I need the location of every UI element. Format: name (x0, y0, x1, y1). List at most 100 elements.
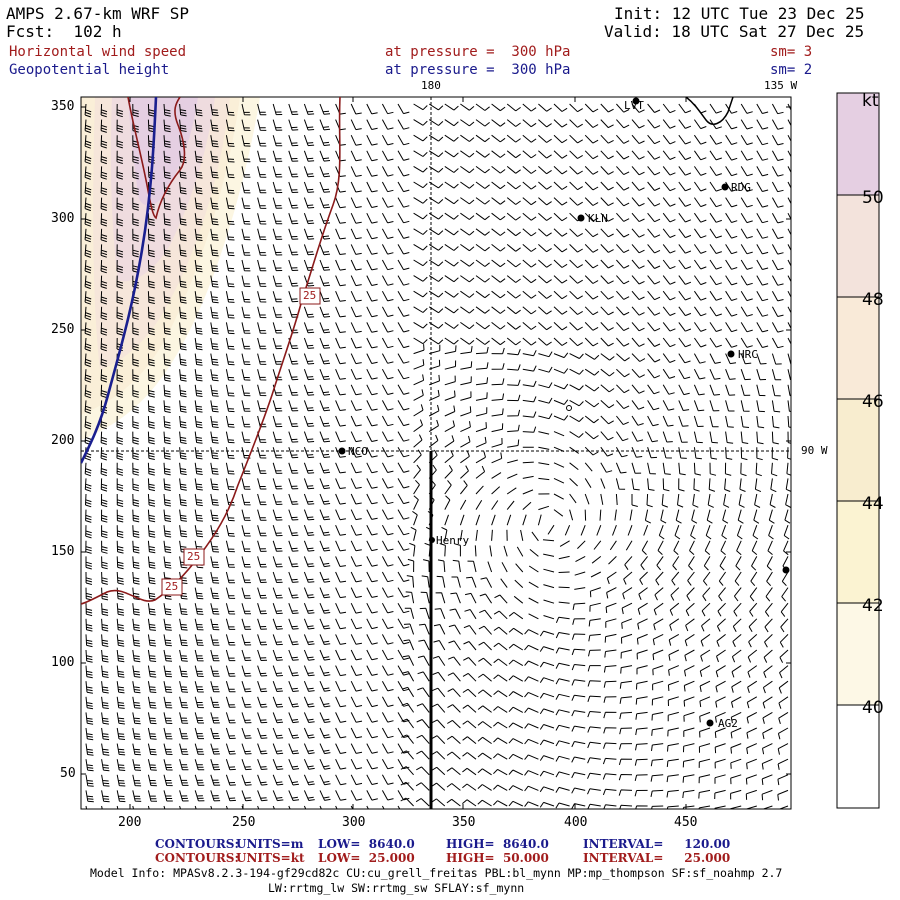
wind-barb (225, 774, 236, 786)
wind-barb (725, 415, 734, 428)
wind-barb (778, 805, 789, 809)
wind-barb (725, 353, 737, 365)
wind-barb (709, 384, 720, 396)
wind-barb (194, 493, 203, 507)
wind-barb (571, 741, 586, 748)
wind-barb (506, 259, 521, 268)
wind-barb (257, 478, 267, 490)
wind-barb (350, 805, 354, 809)
wind-barb (397, 540, 410, 551)
wind-barb (179, 462, 187, 476)
wind-barb (524, 785, 539, 792)
wind-barb (463, 657, 477, 666)
wind-barb (210, 603, 220, 615)
wind-barb (194, 681, 204, 693)
wind-barb (241, 665, 252, 677)
wind-barb (740, 322, 753, 333)
wind-barb (629, 509, 633, 521)
wind-barb (257, 634, 268, 646)
wind-barb (210, 197, 219, 210)
wind-barb (210, 337, 219, 350)
wind-barb (366, 337, 378, 349)
wind-barb (756, 228, 769, 239)
wind-barb (163, 181, 171, 195)
wind-barb (432, 655, 446, 666)
wind-barb (725, 150, 738, 161)
wind-barb (678, 337, 692, 348)
wind-barb (397, 805, 401, 809)
wind-barb (319, 228, 331, 240)
wind-barb (647, 166, 661, 176)
wind-barb (584, 353, 600, 360)
wind-barb (147, 447, 155, 460)
wind-barb (381, 103, 394, 115)
wind-barb (163, 275, 171, 289)
wind-barb (397, 384, 410, 395)
colorbar-label-44: 44 (862, 494, 884, 514)
wind-barb (101, 540, 108, 554)
wind-barb (477, 768, 492, 776)
wind-barb (444, 435, 455, 448)
wind-barb (587, 757, 601, 764)
wind-barb (666, 758, 679, 767)
wind-barb (335, 353, 346, 365)
wind-barb (381, 306, 394, 317)
wind-barb (272, 681, 283, 692)
wind-barb (116, 571, 124, 585)
wind-barb (319, 337, 331, 349)
wind-barb (163, 696, 173, 709)
wind-barb (756, 134, 769, 146)
wind-barb (682, 774, 695, 783)
wind-barb (698, 758, 711, 768)
wind-barb (747, 680, 758, 694)
wind-barb (635, 711, 648, 720)
wind-barb (319, 540, 331, 552)
wind-barb (683, 680, 695, 692)
wind-barb (350, 103, 362, 115)
wind-barb (179, 665, 188, 678)
wind-barb (756, 150, 769, 161)
wind-barb (350, 774, 363, 786)
wind-barb (584, 197, 599, 206)
wind-barb (194, 228, 203, 241)
wind-barb (303, 556, 315, 568)
wind-barb (444, 212, 459, 220)
wind-barb (475, 306, 490, 314)
wind-barb (319, 634, 331, 645)
wind-barb (462, 704, 477, 713)
wind-barb (555, 709, 570, 716)
wind-barb (538, 322, 552, 331)
wind-barb (781, 587, 789, 602)
wind-barb (397, 493, 410, 505)
wind-barb (462, 736, 477, 744)
wind-barb (163, 431, 171, 445)
wind-barb (335, 384, 346, 396)
wind-barb (725, 228, 738, 239)
wind-barb (693, 415, 704, 427)
wind-barb (405, 591, 415, 604)
wind-barb (725, 400, 735, 412)
wind-barb (366, 680, 378, 692)
wind-barb (147, 228, 155, 242)
wind-barb (303, 727, 315, 739)
wind-barb (587, 772, 601, 779)
wind-barb (416, 750, 430, 760)
wind-barb (615, 478, 626, 490)
wind-barb (444, 450, 454, 464)
wind-barb (709, 415, 719, 428)
wind-barb (132, 353, 139, 367)
wind-barb (303, 244, 315, 256)
wind-barb (714, 789, 726, 800)
wind-barb (257, 447, 267, 459)
wind-barb (366, 134, 378, 146)
wind-barb (688, 556, 695, 571)
wind-barb (539, 708, 555, 715)
wind-barb (709, 462, 717, 476)
footer-speed-high: HIGH= 50.000 (446, 851, 549, 865)
wind-barb (194, 603, 204, 615)
wind-barb (771, 134, 784, 146)
wind-barb (431, 766, 446, 776)
wind-barb (179, 181, 187, 195)
wind-barb (616, 212, 630, 222)
wind-barb (84, 369, 92, 383)
